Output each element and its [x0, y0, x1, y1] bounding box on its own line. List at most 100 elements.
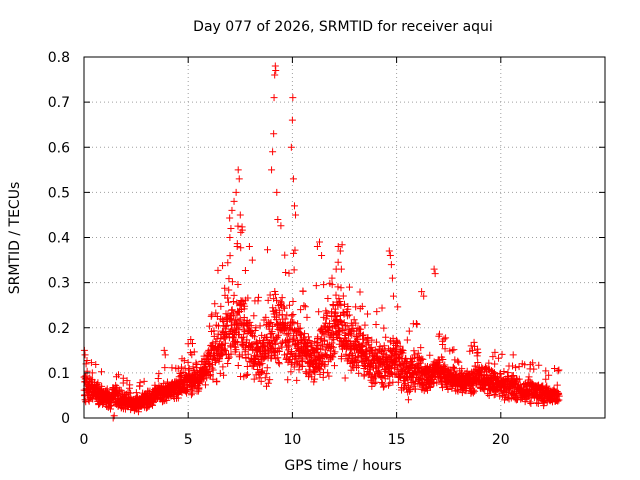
data-point	[322, 352, 330, 360]
data-point	[352, 303, 360, 311]
data-point	[243, 370, 251, 378]
data-point	[189, 363, 197, 371]
data-point	[392, 358, 400, 366]
data-point	[451, 365, 459, 373]
y-tick-label: 0.4	[48, 231, 70, 247]
data-point	[283, 311, 291, 319]
data-point	[392, 344, 400, 352]
data-point	[216, 369, 224, 377]
data-point	[208, 311, 216, 319]
data-point	[320, 281, 328, 289]
y-tick-label: 0.7	[48, 95, 70, 111]
data-point	[238, 226, 246, 234]
data-point	[403, 336, 411, 344]
data-point	[436, 330, 444, 338]
data-point	[236, 315, 244, 323]
data-point	[496, 370, 504, 378]
data-point	[188, 340, 196, 348]
data-point	[354, 336, 362, 344]
data-point	[340, 319, 348, 327]
data-point	[187, 391, 195, 399]
data-point	[184, 385, 192, 393]
data-point	[334, 258, 342, 266]
data-point	[414, 349, 422, 357]
data-point	[419, 355, 427, 363]
data-point	[430, 265, 438, 273]
data-point	[526, 398, 534, 406]
data-point	[417, 344, 425, 352]
data-point	[295, 325, 303, 333]
data-point	[226, 214, 234, 222]
data-point	[245, 242, 253, 250]
data-point	[515, 363, 523, 371]
data-point	[154, 375, 162, 383]
data-point	[228, 326, 236, 334]
data-point	[331, 348, 339, 356]
data-point	[337, 301, 345, 309]
data-point	[244, 350, 252, 358]
grid-lines	[84, 57, 605, 418]
data-point	[442, 334, 450, 342]
data-point	[386, 379, 394, 387]
data-point	[114, 371, 122, 379]
data-point	[221, 284, 229, 292]
data-point	[529, 359, 537, 367]
data-point	[291, 246, 299, 254]
data-point	[311, 375, 319, 383]
data-point	[426, 383, 434, 391]
data-point	[430, 373, 438, 381]
x-tick-label: 10	[283, 432, 301, 448]
data-point	[321, 337, 329, 345]
data-point	[512, 364, 520, 372]
data-point	[337, 265, 345, 273]
data-point	[285, 301, 293, 309]
data-point	[294, 320, 302, 328]
data-point	[178, 363, 186, 371]
data-point	[292, 211, 300, 219]
data-point	[330, 336, 338, 344]
data-point	[555, 392, 563, 400]
data-point	[491, 348, 499, 356]
data-point	[357, 325, 365, 333]
data-point	[288, 116, 296, 124]
data-point	[473, 352, 481, 360]
data-point	[449, 363, 457, 371]
data-point	[474, 348, 482, 356]
data-point	[343, 322, 351, 330]
data-point	[230, 197, 238, 205]
data-point	[323, 311, 331, 319]
data-point	[352, 319, 360, 327]
axis-ticks: 0 5 10 15 20 0 0.1 0.2 0.3 0.4 0.5 0.6 0.7 0.8	[48, 50, 605, 448]
data-point	[314, 333, 322, 341]
data-point	[296, 324, 304, 332]
data-point	[335, 331, 343, 339]
data-point	[299, 356, 307, 364]
data-point	[255, 374, 263, 382]
data-point	[277, 298, 285, 306]
data-point	[269, 322, 277, 330]
data-point	[315, 308, 323, 316]
data-point	[289, 311, 297, 319]
data-point	[329, 302, 337, 310]
data-point	[244, 320, 252, 328]
data-point	[364, 310, 372, 318]
data-point	[264, 379, 272, 387]
data-point	[207, 371, 215, 379]
data-point	[405, 327, 413, 335]
data-point	[179, 368, 187, 376]
data-point	[226, 234, 234, 241]
data-point	[219, 262, 227, 270]
data-point	[94, 379, 102, 387]
x-tick-label: 15	[388, 432, 406, 448]
data-point	[332, 291, 340, 299]
data-point	[275, 348, 283, 356]
data-point	[315, 364, 323, 372]
data-point	[232, 337, 240, 345]
data-point	[542, 375, 550, 383]
data-point	[289, 94, 297, 102]
data-point	[399, 346, 407, 354]
data-point	[533, 399, 541, 407]
data-point	[207, 312, 215, 320]
data-point	[235, 175, 243, 183]
data-point	[406, 387, 414, 395]
